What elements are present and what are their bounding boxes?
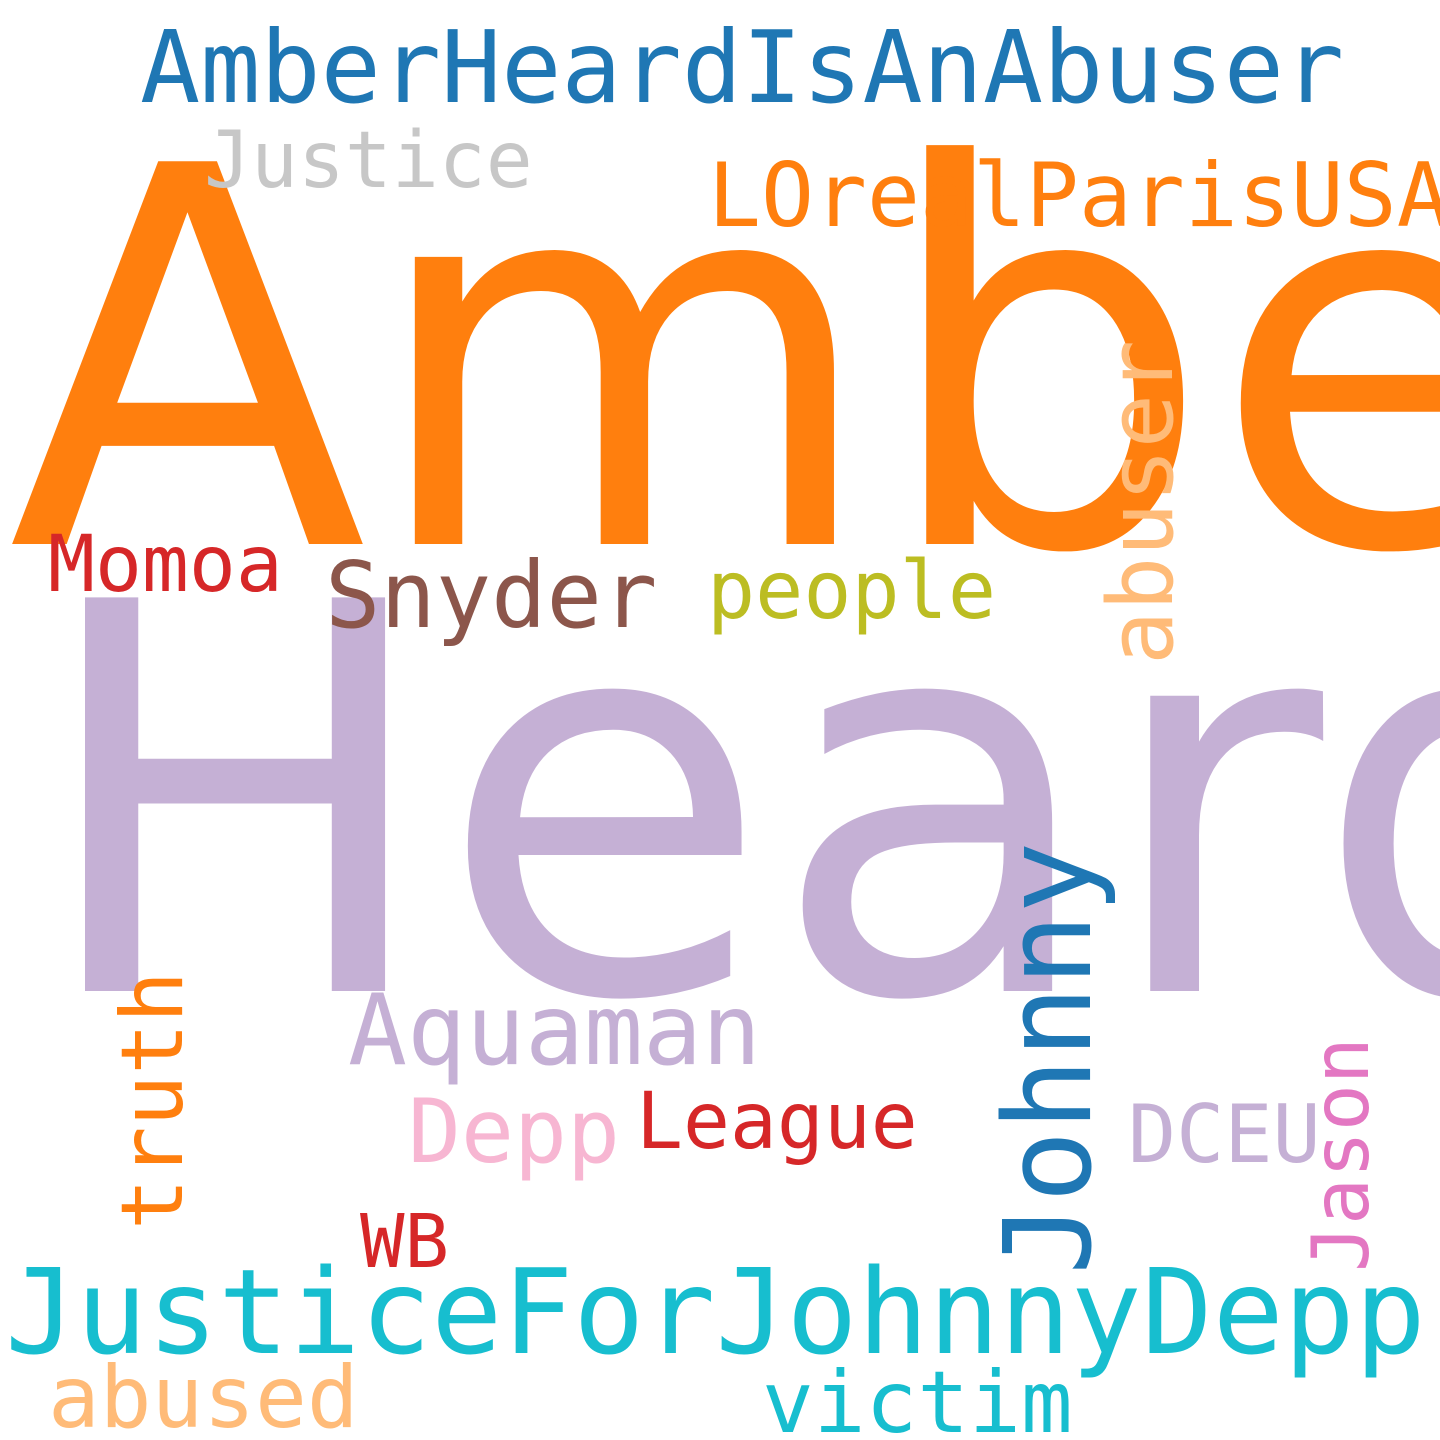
word-victim: victim [762,1353,1073,1440]
word-abuser: abuser [1089,339,1194,665]
word-league: League [636,1077,918,1167]
word-heard: Heard [32,491,1440,1119]
word-dceu: DCEU [1128,1088,1321,1181]
word-abused: abused [48,1348,359,1440]
word-lorealparisusa: LOrealParisUSA [708,144,1440,247]
word-snyder: Snyder [325,542,658,649]
word-people: people [707,544,996,637]
word-momoa: Momoa [48,520,283,610]
word-aquaman: Aquaman [348,974,762,1088]
word-truth: truth [103,971,203,1230]
word-wb: WB [360,1199,450,1285]
word-depp: Depp [408,1080,620,1183]
word-amberheardisanabuser: AmberHeardIsAnAbuser [140,9,1345,126]
word-justice: Justice [204,116,533,206]
word-johnny: Johnny [980,841,1119,1275]
word-amber: Amber [8,57,1440,668]
word-jason: Jason [1297,1037,1387,1272]
word-justiceforjohnnydepp: JusticeForJohnnyDepp [5,1243,1426,1381]
